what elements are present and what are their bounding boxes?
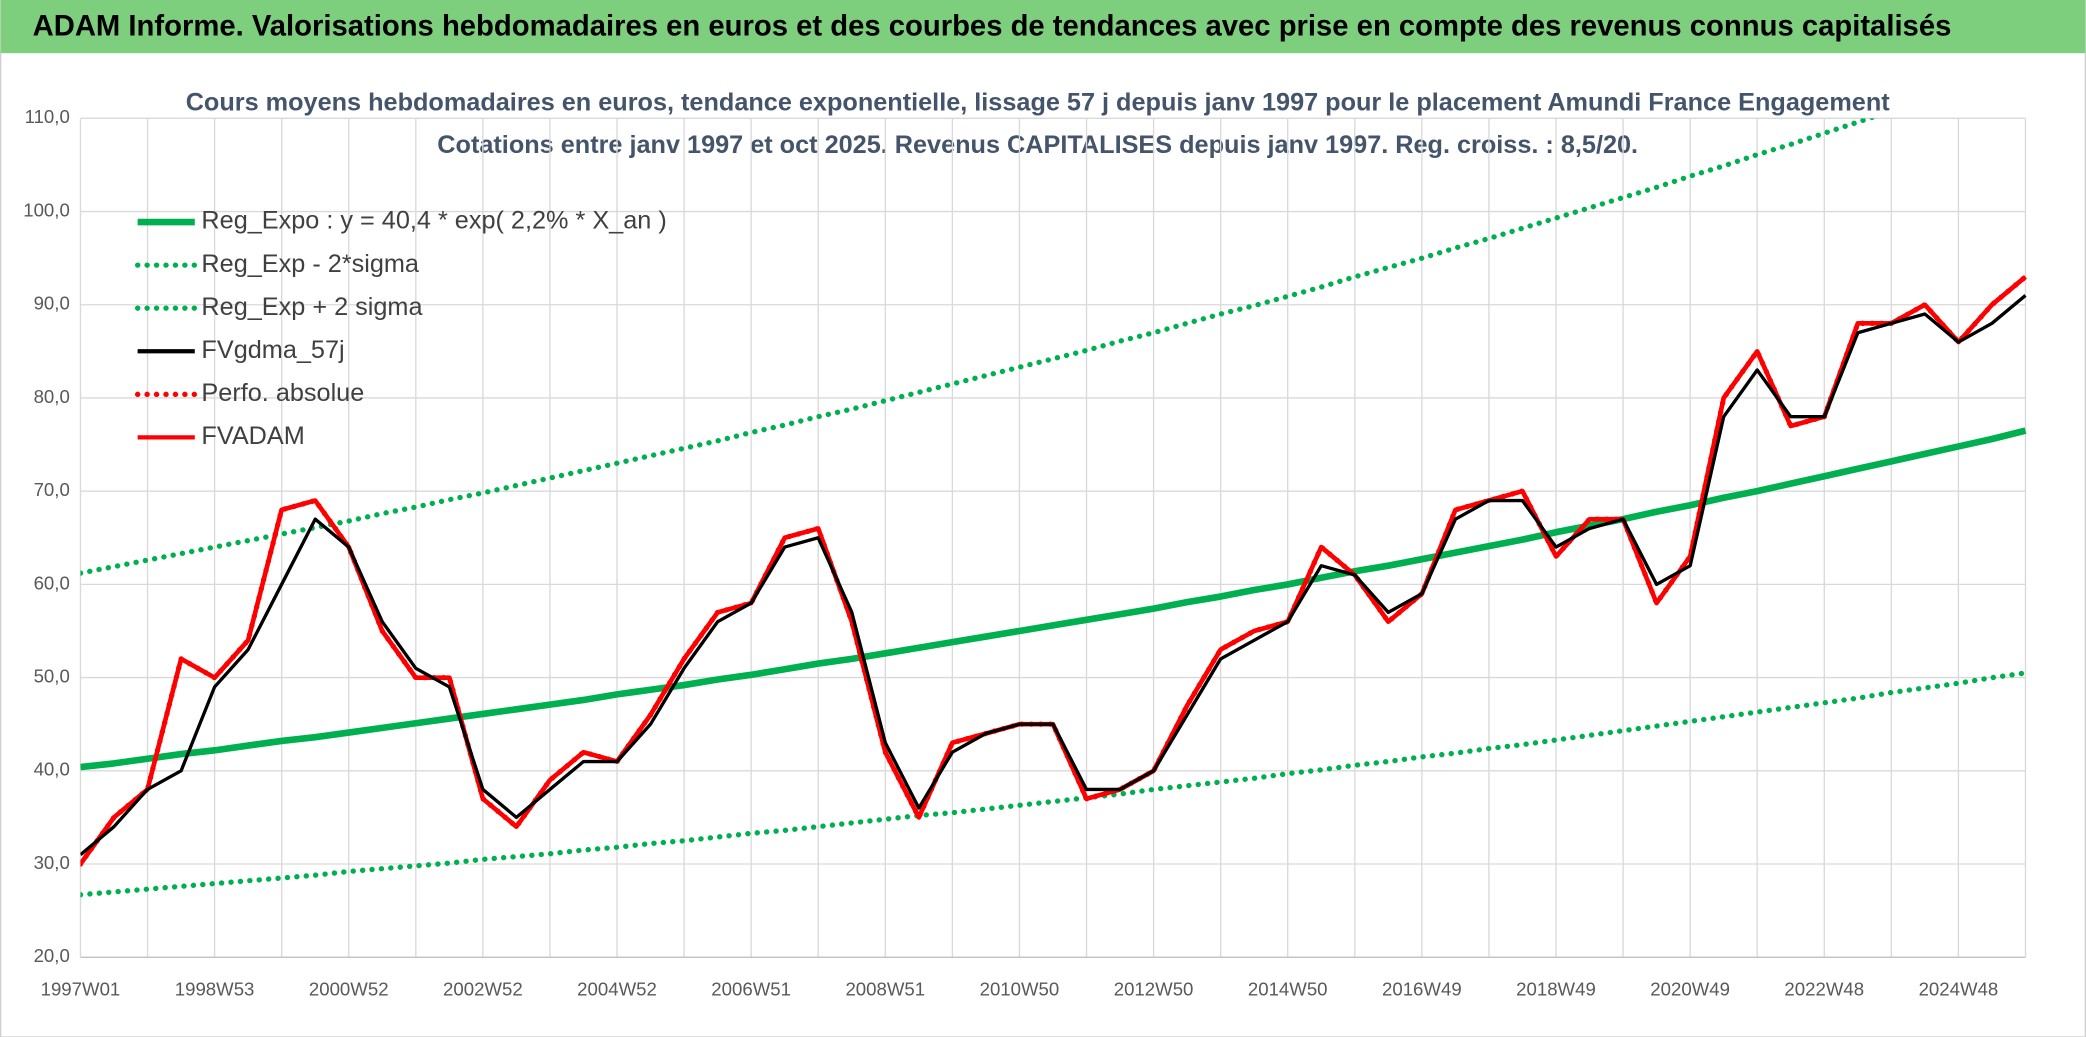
legend-label: Reg_Expo : y = 40,4 * exp( 2,2% * X_an ) (201, 207, 666, 235)
chart-title: ADAM Informe. Valorisations hebdomadaire… (33, 11, 1952, 43)
x-tick-label: 2024W48 (1919, 978, 1999, 999)
series-line (80, 294, 2027, 857)
legend-label: Reg_Exp - 2*sigma (201, 250, 419, 278)
y-tick-label: 40,0 (34, 759, 70, 780)
plot-area (80, 118, 2027, 898)
series-line (80, 118, 1878, 576)
x-tick-label: 2008W51 (845, 978, 925, 999)
legend-label: Reg_Exp + 2 sigma (201, 293, 423, 321)
x-tick-label: 2010W50 (980, 978, 1060, 999)
x-tick-label: 2006W51 (711, 978, 791, 999)
x-tick-label: 2014W50 (1248, 978, 1328, 999)
x-tick-label: 2002W52 (443, 978, 523, 999)
y-tick-label: 50,0 (34, 666, 70, 687)
legend-label: FVgdma_57j (201, 336, 344, 364)
x-tick-label: 1998W53 (175, 978, 255, 999)
x-tick-label: 1997W01 (41, 978, 121, 999)
title-bar (0, 0, 2086, 54)
y-tick-label: 70,0 (34, 479, 70, 500)
legend: Reg_Expo : y = 40,4 * exp( 2,2% * X_an )… (134, 207, 667, 450)
x-tick-label: 2004W52 (577, 978, 657, 999)
x-tick-label: 2018W49 (1516, 978, 1596, 999)
x-tick-label: 2012W50 (1114, 978, 1194, 999)
y-tick-label: 90,0 (34, 293, 70, 314)
y-tick-label: 20,0 (34, 945, 70, 966)
subtitle: Cotations entre janv 1997 et oct 2025. R… (437, 131, 1638, 159)
x-tick-label: 2016W49 (1382, 978, 1462, 999)
x-tick-label: 2000W52 (309, 978, 389, 999)
subtitle: Cours moyens hebdomadaires en euros, ten… (186, 88, 1891, 116)
y-tick-label: 30,0 (34, 852, 70, 873)
grid (79, 117, 2027, 958)
series-line (80, 670, 2027, 898)
y-tick-label: 110,0 (25, 106, 70, 127)
axis-labels: 20,0 30,0 40,0 50,0 60,0 70,0 80,0 90,0 100,0 110… (23, 106, 1998, 999)
y-tick-label: 60,0 (34, 572, 70, 593)
x-tick-label: 2022W48 (1784, 978, 1864, 999)
y-tick-label: 80,0 (34, 386, 70, 407)
legend-label: FVADAM (201, 422, 304, 450)
x-tick-label: 2020W49 (1650, 978, 1730, 999)
legend-label: Perfo. absolue (201, 379, 364, 407)
y-tick-label: 100,0 (23, 199, 70, 220)
